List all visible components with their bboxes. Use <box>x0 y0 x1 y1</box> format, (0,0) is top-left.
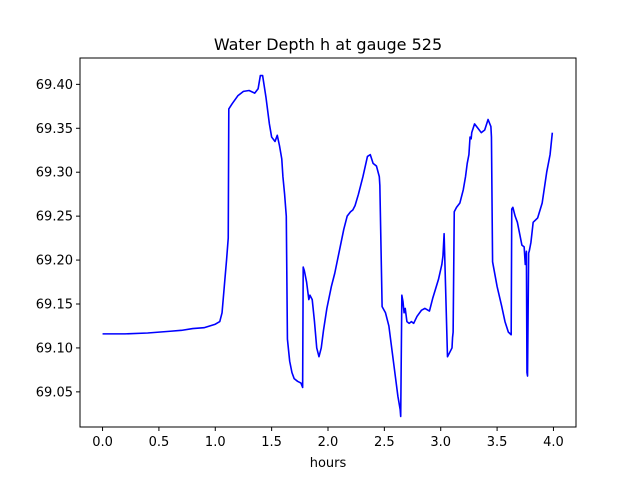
y-tick-label: 69.05 <box>36 385 73 400</box>
water-depth-series-line <box>102 74 554 418</box>
plot-area <box>79 57 577 428</box>
x-tick-label: 0.0 <box>92 435 113 450</box>
x-axis: 0.0 0.5 1.0 1.5 2.0 2.5 3.0 3.5 4.0 <box>92 427 564 450</box>
y-tick-label: 69.10 <box>36 341 73 356</box>
y-tick-label: 69.35 <box>36 122 73 137</box>
x-tick-label: 4.0 <box>543 435 564 450</box>
x-tick-label: 1.5 <box>261 435 282 450</box>
y-tick-label: 69.30 <box>36 166 73 181</box>
x-tick-label: 3.0 <box>430 435 451 450</box>
x-tick-label: 1.0 <box>205 435 226 450</box>
x-tick-label: 3.5 <box>487 435 508 450</box>
y-tick-label: 69.25 <box>36 210 73 225</box>
y-axis: 69.05 69.10 69.15 69.20 69.25 69.30 69.35 69.40 <box>36 78 80 400</box>
y-tick-label: 69.20 <box>36 254 73 269</box>
y-tick-label: 69.40 <box>36 78 73 93</box>
x-axis-label: hours <box>310 456 347 471</box>
plot-background <box>80 58 576 427</box>
x-tick-label: 2.0 <box>318 435 339 450</box>
x-tick-label: 2.5 <box>374 435 395 450</box>
x-tick-label: 0.5 <box>149 435 170 450</box>
chart-title: Water Depth h at gauge 525 <box>214 35 442 54</box>
y-tick-label: 69.15 <box>36 298 73 313</box>
